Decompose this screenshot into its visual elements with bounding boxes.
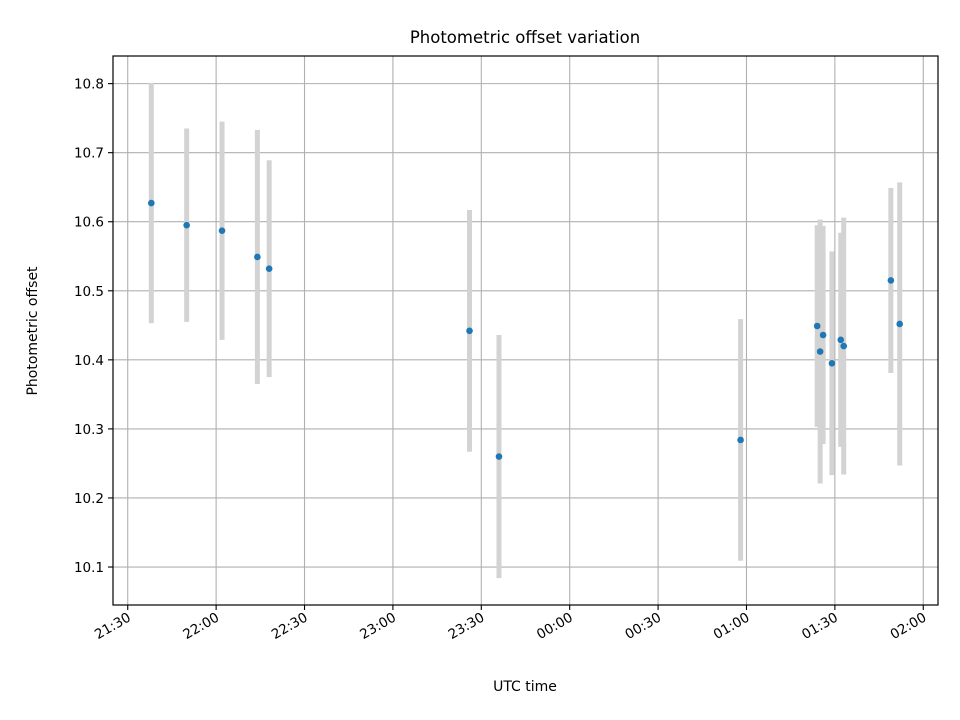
data-point bbox=[887, 277, 895, 284]
data-point bbox=[183, 221, 190, 229]
data-point bbox=[828, 360, 836, 367]
y-tick-label: 10.5 bbox=[74, 284, 104, 300]
x-axis-label: UTC time bbox=[493, 679, 557, 695]
data-point bbox=[737, 436, 744, 444]
y-axis: 10.1 10.2 10.3 10.4 10.5 10.6 10.7 10.8 bbox=[74, 77, 113, 576]
data-point bbox=[816, 348, 824, 355]
data-point bbox=[466, 327, 473, 335]
data-point bbox=[813, 322, 821, 330]
data-point bbox=[148, 199, 155, 207]
grid bbox=[113, 56, 938, 605]
data-point bbox=[218, 227, 226, 235]
data-point bbox=[840, 342, 848, 350]
y-tick-label: 10.8 bbox=[74, 77, 104, 93]
data-point bbox=[254, 253, 261, 261]
y-axis-label: Photometric offset bbox=[25, 266, 41, 396]
y-tick-label: 10.4 bbox=[74, 353, 104, 369]
data-points bbox=[148, 199, 903, 460]
data-point bbox=[265, 265, 273, 272]
y-tick-label: 10.7 bbox=[74, 146, 104, 162]
data-point bbox=[819, 331, 827, 339]
y-tick-label: 10.2 bbox=[74, 491, 104, 507]
plot-area bbox=[113, 56, 938, 605]
data-point bbox=[896, 320, 903, 328]
data-point bbox=[495, 453, 503, 460]
data-point bbox=[837, 336, 845, 344]
y-tick-label: 10.3 bbox=[74, 422, 104, 438]
plot-frame bbox=[112, 55, 939, 606]
y-tick-label: 10.1 bbox=[74, 560, 104, 576]
y-tick-label: 10.6 bbox=[74, 215, 104, 231]
chart-title: Photometric offset variation bbox=[410, 28, 640, 47]
